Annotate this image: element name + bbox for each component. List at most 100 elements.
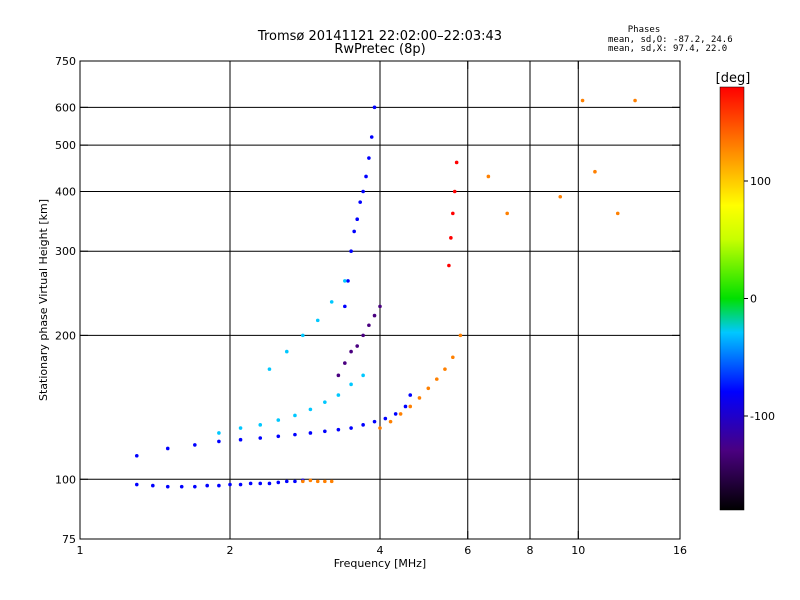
data-point xyxy=(593,169,597,174)
data-point xyxy=(151,483,155,488)
y-tick-label: 75 xyxy=(62,533,76,546)
data-point xyxy=(336,427,341,432)
data-point xyxy=(408,404,413,409)
data-point xyxy=(308,431,313,435)
colorbar-label: [deg] xyxy=(716,71,751,86)
data-point xyxy=(293,479,297,484)
data-point xyxy=(367,323,371,328)
data-point xyxy=(451,355,455,360)
data-point xyxy=(349,382,353,387)
y-tick-label: 300 xyxy=(55,245,76,258)
data-point xyxy=(346,279,350,283)
data-point xyxy=(238,482,243,487)
data-point xyxy=(372,419,377,424)
data-point xyxy=(323,479,327,484)
data-point xyxy=(393,412,398,416)
data-point xyxy=(308,407,313,412)
data-point xyxy=(336,393,341,397)
data-point xyxy=(315,479,320,484)
data-point xyxy=(615,211,620,216)
y-tick-label: 500 xyxy=(55,139,76,152)
data-point xyxy=(284,479,289,484)
data-point xyxy=(267,367,272,371)
data-point xyxy=(308,478,313,483)
data-point xyxy=(134,482,139,487)
data-point xyxy=(217,483,221,488)
data-point xyxy=(248,481,253,486)
data-point xyxy=(343,279,347,283)
data-point xyxy=(355,344,359,348)
data-point xyxy=(408,393,413,397)
data-point xyxy=(364,174,368,179)
data-point xyxy=(315,318,320,323)
stats-x-line: mean, sd,X: 97.4, 22.0 xyxy=(608,44,727,54)
data-point xyxy=(165,446,170,451)
x-axis-label: Frequency [MHz] xyxy=(334,557,426,570)
data-point xyxy=(580,98,585,103)
data-point xyxy=(329,300,334,304)
data-point xyxy=(486,174,491,179)
data-point xyxy=(258,436,263,440)
y-tick-label: 600 xyxy=(55,101,76,114)
x-tick-label: 8 xyxy=(527,544,534,557)
data-point xyxy=(372,105,377,110)
data-point xyxy=(349,426,353,430)
data-point xyxy=(558,194,563,199)
data-point xyxy=(452,189,457,194)
data-point xyxy=(403,404,408,409)
y-tick-label: 400 xyxy=(55,185,76,198)
data-point xyxy=(349,349,353,354)
data-point xyxy=(383,416,388,421)
data-point xyxy=(367,156,371,160)
data-point xyxy=(267,481,272,486)
data-point xyxy=(358,200,362,204)
chart-subtitle: RwPretec (8p) xyxy=(334,42,425,57)
x-tick-label: 16 xyxy=(673,544,687,557)
data-point xyxy=(361,333,365,338)
data-point xyxy=(458,333,463,338)
data-point xyxy=(258,481,263,486)
data-point xyxy=(449,236,453,240)
data-point xyxy=(388,419,393,424)
data-point xyxy=(258,423,263,427)
data-point xyxy=(228,482,232,487)
data-point xyxy=(276,434,281,439)
data-point xyxy=(369,135,374,139)
data-point xyxy=(378,426,382,430)
data-point xyxy=(293,413,297,418)
x-tick-label: 1 xyxy=(77,544,84,557)
data-point xyxy=(301,479,305,484)
data-point xyxy=(165,484,170,489)
data-point xyxy=(378,304,382,309)
data-point xyxy=(372,313,377,318)
data-point xyxy=(336,373,341,378)
data-point xyxy=(276,418,281,422)
data-point xyxy=(447,263,451,268)
axis-ticks: 1 2 4 6 8 10 16 75 100 200 300 400 500 600 750 xyxy=(55,55,687,557)
data-point xyxy=(301,333,305,338)
data-point xyxy=(361,423,365,427)
y-axis-label: Stationary phase Virtual Height [km] xyxy=(37,199,50,401)
data-point xyxy=(217,431,221,435)
data-point xyxy=(443,367,447,371)
data-point xyxy=(426,386,431,391)
colorbar-tick-label: 100 xyxy=(750,175,771,188)
data-point xyxy=(238,437,243,442)
data-point xyxy=(217,439,221,444)
data-point xyxy=(343,361,347,365)
data-point xyxy=(349,249,353,254)
x-tick-label: 4 xyxy=(377,544,384,557)
data-point xyxy=(417,396,422,400)
data-point xyxy=(434,377,439,381)
data-point xyxy=(293,432,297,437)
data-point xyxy=(505,211,509,216)
x-tick-label: 2 xyxy=(227,544,234,557)
colorbar-tick-label: 0 xyxy=(750,293,757,306)
colorbar-ticks: 100 0 -100 xyxy=(744,175,775,423)
grid-lines xyxy=(80,61,680,539)
data-point xyxy=(179,484,184,489)
x-tick-label: 10 xyxy=(571,544,585,557)
data-point xyxy=(193,443,197,447)
data-point xyxy=(343,304,347,309)
